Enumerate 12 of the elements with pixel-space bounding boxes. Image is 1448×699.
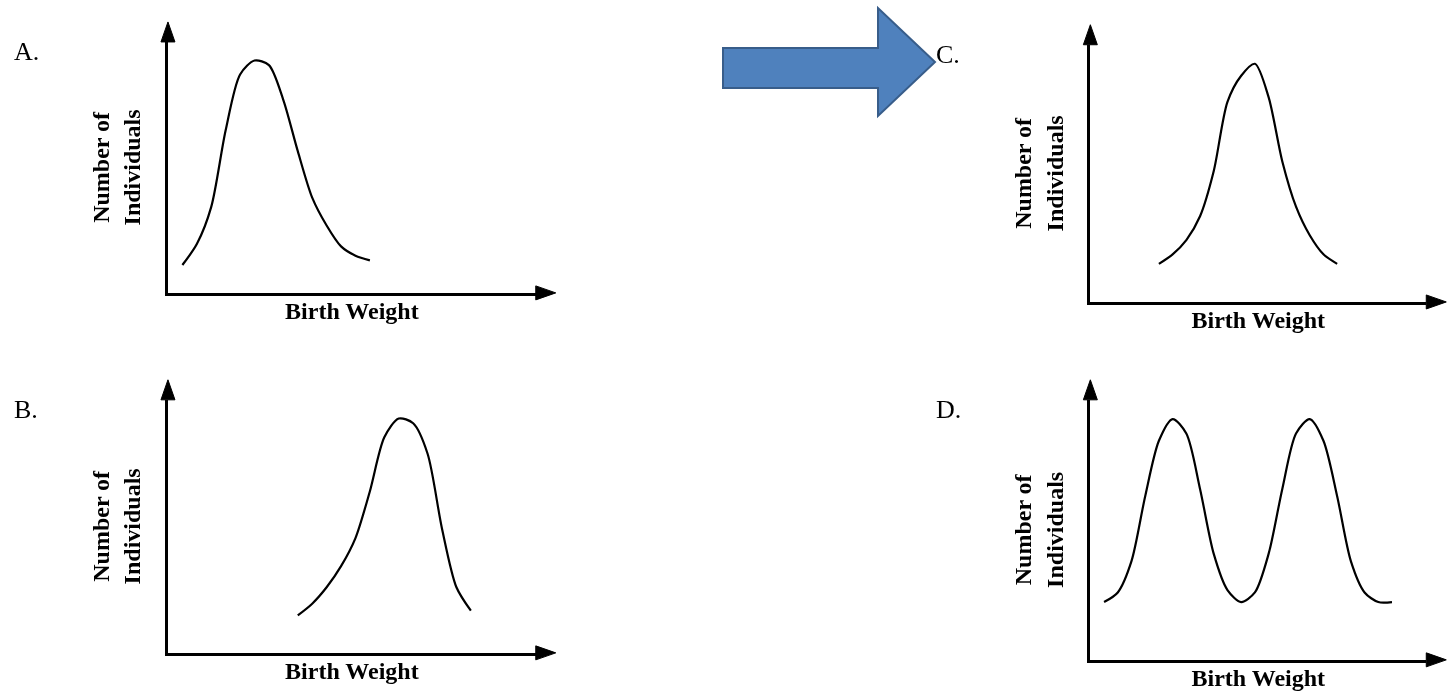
chart-title: B. xyxy=(14,395,38,424)
y-axis-title: Number of Individuals xyxy=(1010,115,1068,232)
x-axis-title: Birth Weight xyxy=(285,657,419,684)
y-axis-title: Number of Individuals xyxy=(88,109,146,226)
x-axis-title: Birth Weight xyxy=(1191,307,1326,334)
chart-title: A. xyxy=(14,37,40,66)
y-axis-title: Number of Individuals xyxy=(88,468,146,585)
chart-title: D. xyxy=(936,395,962,424)
chart-title: C. xyxy=(936,40,960,69)
y-axis-title: Number of Individuals xyxy=(1010,471,1068,588)
x-axis-title: Birth Weight xyxy=(285,297,419,324)
x-axis-title: Birth Weight xyxy=(1191,664,1326,691)
